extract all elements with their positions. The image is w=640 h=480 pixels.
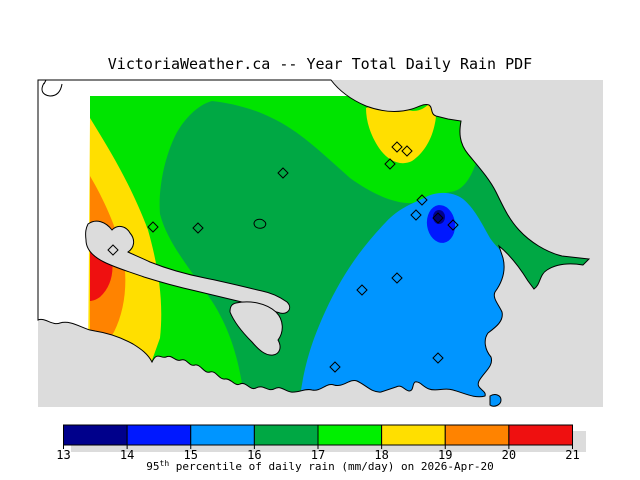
station-marker (410, 209, 422, 221)
colorbar-segments (63, 424, 573, 446)
colorbar-segment-15-16 (190, 424, 255, 446)
sooke-inlet (85, 220, 291, 314)
colorbar-tick-label: 17 (311, 448, 325, 462)
colorbar-segment-18-19 (381, 424, 446, 446)
colorbar-tick-labels: 13 14 15 16 17 18 19 20 21 (56, 448, 579, 462)
station-marker (416, 194, 428, 206)
northwest-arc (41, 79, 63, 97)
colorbar-tick-label: 14 (120, 448, 134, 462)
station-marker (432, 352, 444, 364)
colorbar-segment-16-17 (253, 424, 319, 446)
colorbar-tick-label: 20 (502, 448, 516, 462)
station-marker (192, 222, 204, 234)
colorbar-ticks (63, 445, 573, 449)
colorbar-caption: 95th percentile of daily rain (mm/day) o… (146, 459, 493, 473)
station-markers (107, 141, 459, 373)
station-marker (329, 361, 341, 373)
station-marker-filled (432, 212, 444, 224)
station-marker (356, 284, 368, 296)
station-marker (384, 158, 396, 170)
colorbar-tick-label: 18 (374, 448, 388, 462)
small-island (489, 394, 502, 407)
lake-outline (253, 218, 267, 229)
station-marker (277, 167, 289, 179)
colorbar-tick-label: 16 (247, 448, 261, 462)
colorbar-segment-17-18 (317, 424, 383, 446)
band-18-19-crescent (366, 103, 436, 164)
colorbar-tick-label: 13 (56, 448, 70, 462)
colorbar-segment-20-21 (508, 424, 573, 446)
colorbar-segment-13-14 (63, 424, 128, 446)
station-marker (447, 219, 459, 231)
colorbar: 13 14 15 16 17 18 19 20 21 95th percentile of da… (56, 424, 586, 473)
station-marker (391, 141, 403, 153)
station-marker (147, 221, 159, 233)
colorbar-tick-label: 19 (438, 448, 452, 462)
colorbar-segment-14-15 (126, 424, 192, 446)
colorbar-tick-label: 15 (184, 448, 198, 462)
station-marker (391, 272, 403, 284)
colorbar-segment-19-20 (444, 424, 510, 446)
colorbar-tick-label: 21 (565, 448, 579, 462)
plot-title: VictoriaWeather.ca -- Year Total Daily R… (108, 55, 532, 73)
station-marker (401, 145, 413, 157)
band-15-16-se (298, 192, 521, 397)
esquimalt-harbour (229, 301, 283, 356)
station-marker (107, 244, 119, 256)
